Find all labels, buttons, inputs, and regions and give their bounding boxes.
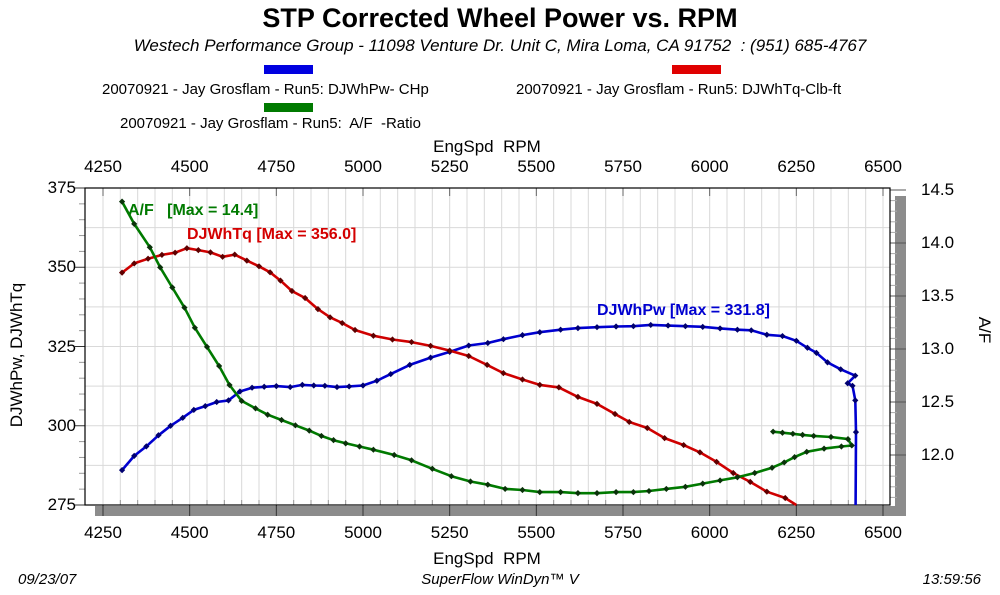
top-tick-label: 5250 <box>430 157 469 176</box>
top-tick-label: 6500 <box>864 157 902 176</box>
top-tick-label: 5750 <box>604 157 642 176</box>
bottom-tick-label: 5750 <box>604 523 642 542</box>
left-tick-label: 300 <box>47 415 76 435</box>
right-tick-label: 13.5 <box>921 286 955 305</box>
left-tick-label: 275 <box>47 495 76 514</box>
left-tick-label: 375 <box>47 178 76 197</box>
bottom-axis-title: EngSpd RPM <box>433 549 541 568</box>
top-tick-label: 4250 <box>84 157 122 176</box>
footer-time: 13:59:56 <box>922 571 981 588</box>
top-tick-label: 5000 <box>344 157 382 176</box>
footer-date: 09/23/07 <box>18 571 77 588</box>
right-tick-label: 13.0 <box>921 339 955 358</box>
bottom-tick-label: 4250 <box>84 523 122 542</box>
bottom-tick-label: 6250 <box>777 523 816 542</box>
right-tick-label: 12.5 <box>921 392 955 411</box>
right-tick-label: 14.0 <box>921 233 955 252</box>
right-tick-label: 12.0 <box>921 445 955 464</box>
right-axis-title: A/F <box>975 316 994 344</box>
top-axis-title: EngSpd RPM <box>433 137 541 156</box>
legend-label-torque: 20070921 - Jay Grosflam - Run5: DJWhTq-C… <box>516 81 842 98</box>
top-tick-label: 4500 <box>170 157 209 176</box>
right-tick-label: 14.5 <box>921 180 955 199</box>
bottom-tick-label: 6000 <box>690 523 729 542</box>
bottom-tick-label: 6500 <box>864 523 902 542</box>
bottom-tick-label: 5000 <box>344 523 382 542</box>
page-title: STP Corrected Wheel Power vs. RPM <box>262 3 738 33</box>
top-tick-label: 6250 <box>777 157 816 176</box>
left-axis-title: DJWhPw, DJWhTq <box>7 282 26 428</box>
top-tick-label: 5500 <box>517 157 556 176</box>
bottom-tick-label: 4500 <box>170 523 209 542</box>
left-tick-label: 350 <box>47 257 76 277</box>
legend-swatch-afr <box>264 103 313 112</box>
bottom-tick-label: 5250 <box>430 523 469 542</box>
bottom-tick-label: 5500 <box>517 523 556 542</box>
legend-label-afr: 20070921 - Jay Grosflam - Run5: A/F -Rat… <box>120 115 421 132</box>
top-tick-label: 4750 <box>257 157 296 176</box>
footer-app-name: SuperFlow WinDyn™ V <box>421 571 579 588</box>
page-subtitle: Westech Performance Group - 11098 Ventur… <box>133 36 867 55</box>
legend-swatch-power <box>264 65 313 74</box>
top-tick-label: 6000 <box>690 157 729 176</box>
bottom-tick-label: 4750 <box>257 523 296 542</box>
annotation-torque-max: DJWhTq [Max = 356.0] <box>187 226 357 243</box>
legend-label-power: 20070921 - Jay Grosflam - Run5: DJWhPw- … <box>102 81 429 98</box>
annotation-afr-max: A/F [Max = 14.4] <box>128 202 259 219</box>
annotation-power-max: DJWhPw [Max = 331.8] <box>597 302 770 319</box>
legend-swatch-torque <box>672 65 721 74</box>
left-tick-label: 325 <box>47 336 76 356</box>
